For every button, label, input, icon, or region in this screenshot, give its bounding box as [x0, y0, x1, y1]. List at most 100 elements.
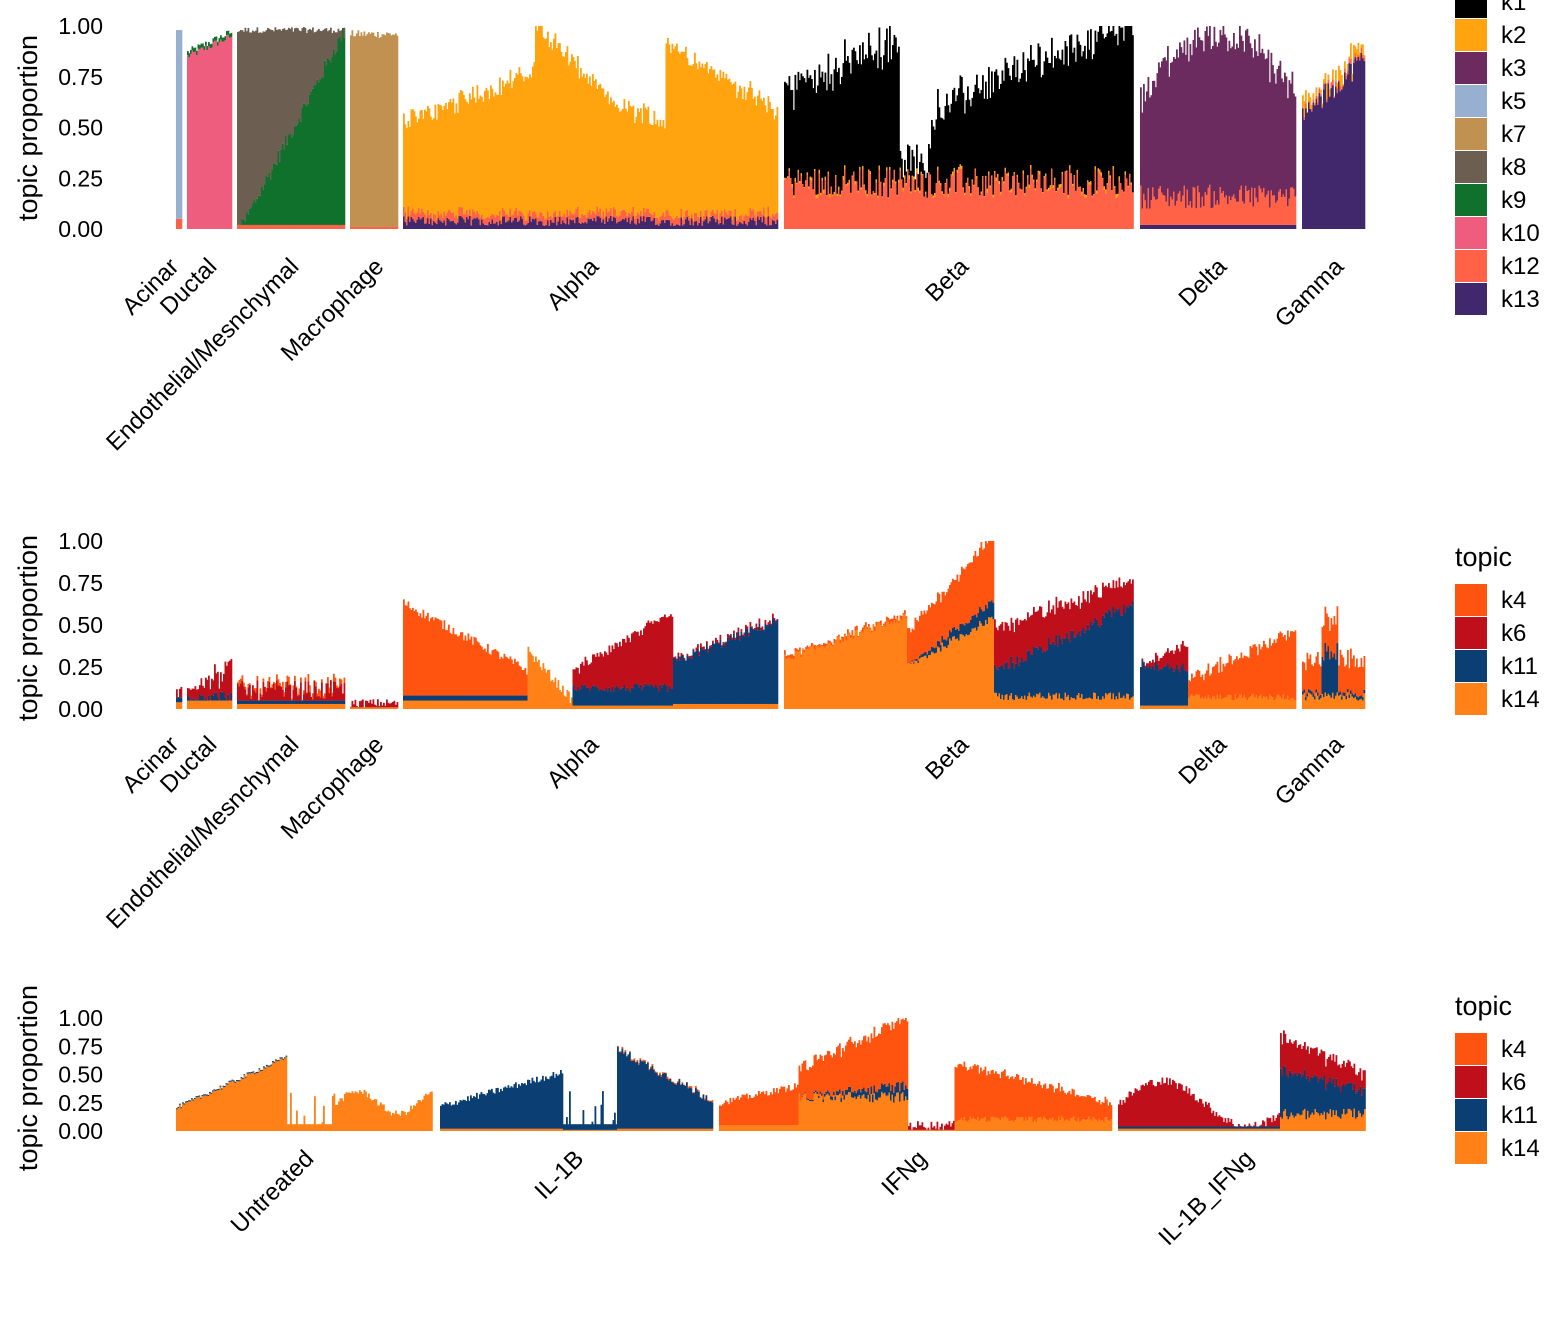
bar-k13	[418, 216, 420, 229]
bar-k13	[530, 221, 533, 229]
bar-k6	[706, 641, 708, 645]
bar-k11	[967, 623, 969, 636]
bar-k14	[1109, 692, 1112, 709]
bar-k11	[484, 695, 486, 701]
bar-k3	[1254, 39, 1256, 188]
bar-k11	[489, 1090, 492, 1129]
bar-k12	[1090, 184, 1092, 229]
bar-k1	[1051, 37, 1053, 169]
bar-k14	[1045, 698, 1047, 709]
bar-k11	[971, 615, 974, 629]
bar-k2	[1109, 175, 1112, 179]
bar-k12	[824, 179, 827, 229]
bar-k12	[991, 176, 993, 229]
bar-k6	[1179, 651, 1181, 673]
bar-k14	[1124, 698, 1127, 709]
bar-k4	[788, 655, 791, 658]
bar-k6	[375, 705, 378, 708]
bar-k6	[575, 667, 578, 691]
bar-k9	[295, 125, 298, 225]
bar-k4	[964, 569, 966, 626]
bar-k4	[262, 678, 265, 682]
bar-k1	[913, 156, 915, 177]
bar-k14	[318, 1124, 321, 1131]
bar-k4	[1318, 664, 1321, 697]
bar-k14	[532, 655, 534, 709]
bar-k13	[557, 221, 560, 229]
bar-k14	[396, 707, 399, 709]
bar-k12	[850, 193, 852, 229]
bar-k6	[244, 689, 247, 701]
bar-k1	[991, 71, 993, 176]
bar-k13	[497, 225, 500, 229]
bar-k14	[703, 703, 705, 709]
bar-k14	[477, 1128, 480, 1131]
bar-k3	[1141, 112, 1144, 209]
bar-k14	[413, 1105, 415, 1131]
bar-k13	[433, 221, 435, 229]
bar-k2	[769, 101, 771, 217]
bar-k12	[811, 180, 813, 229]
bar-k11	[516, 1087, 519, 1129]
bar-k11	[581, 684, 584, 706]
bar-k12	[512, 214, 515, 221]
bar-k11	[530, 1083, 532, 1129]
bar-k11	[472, 695, 474, 701]
bar-k14	[557, 680, 560, 709]
bar-k9	[193, 48, 195, 53]
bar-k3	[1194, 29, 1196, 188]
bar-k4	[925, 613, 927, 652]
bar-k9	[279, 162, 281, 225]
bar-k4	[868, 624, 870, 627]
bar-k14	[320, 1124, 322, 1131]
bar-k14	[1100, 699, 1103, 709]
bar-k14	[644, 705, 647, 709]
bar-k14	[591, 1129, 594, 1131]
bar-k7	[369, 33, 372, 227]
bar-k11	[294, 700, 296, 704]
bar-k12	[327, 224, 329, 229]
bar-k14	[628, 705, 630, 709]
bar-k14	[380, 707, 382, 709]
bar-k12	[689, 217, 692, 225]
bar-k14	[524, 700, 527, 709]
bar-k4	[988, 541, 990, 602]
bar-k1	[898, 46, 900, 180]
bar-k13	[554, 216, 557, 229]
bar-k12	[962, 188, 965, 229]
bar-k4	[1311, 664, 1313, 692]
bar-k12	[598, 211, 600, 217]
bar-k4	[496, 650, 498, 696]
bar-k13	[1308, 102, 1310, 229]
bar-k12	[727, 214, 729, 219]
bar-k12	[691, 214, 693, 219]
bar-k14	[642, 1128, 645, 1131]
bar-k11	[498, 1092, 501, 1129]
bar-k3	[1251, 48, 1253, 188]
bar-k3	[1168, 76, 1171, 207]
bar-k3	[1162, 57, 1165, 196]
bar-k11	[946, 640, 948, 648]
bar-k14	[375, 1099, 378, 1131]
bar-k2	[1070, 173, 1073, 175]
bar-k14	[1302, 694, 1304, 709]
bar-k3	[1177, 57, 1180, 194]
bar-k14	[1222, 698, 1225, 709]
bar-k12	[282, 224, 284, 229]
bar-k1	[1012, 65, 1014, 176]
bar-k10	[227, 34, 230, 229]
bar-k6	[1073, 601, 1076, 638]
bar-k6	[1096, 587, 1098, 620]
bar-k1	[955, 101, 957, 193]
bar-k11	[1100, 624, 1103, 700]
bar-k3	[1218, 42, 1220, 205]
bar-k2	[635, 116, 638, 216]
bar-k13	[1306, 112, 1309, 229]
bar-k6	[1171, 650, 1174, 668]
bar-k4	[466, 640, 468, 696]
bar-k2	[692, 64, 695, 221]
bar-k3	[1291, 71, 1294, 188]
bar-k14	[236, 1081, 238, 1131]
bar-k11	[227, 1083, 229, 1085]
bar-k13	[520, 216, 522, 229]
